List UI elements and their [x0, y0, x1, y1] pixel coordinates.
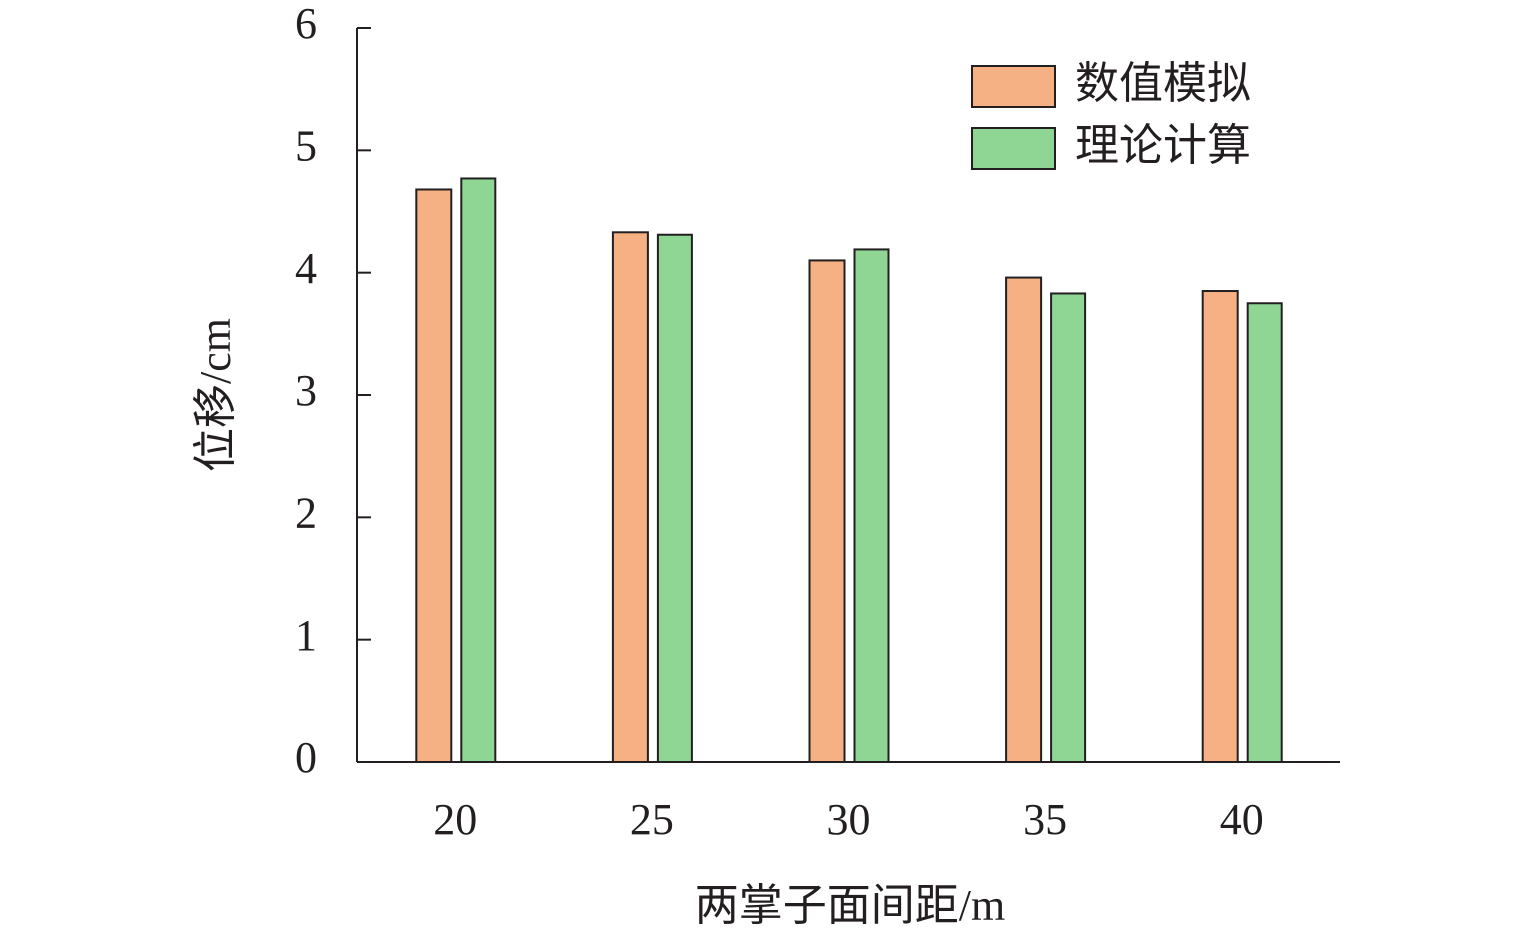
y-tick-label: 1	[295, 611, 317, 660]
bar	[808, 259, 846, 763]
y-tick-label: 3	[295, 366, 317, 415]
x-tick-label: 40	[1220, 795, 1264, 844]
y-axis-title: 位移/cm	[191, 318, 240, 472]
bar	[656, 233, 693, 763]
y-tick-label: 2	[295, 488, 317, 537]
bar	[1005, 276, 1043, 763]
bar	[1246, 302, 1283, 763]
legend-label: 理论计算	[1075, 121, 1251, 170]
y-tick-label: 5	[295, 121, 317, 170]
legend-swatch	[971, 127, 1056, 170]
x-tick-label: 25	[630, 795, 674, 844]
x-tick-label: 35	[1023, 795, 1067, 844]
bar	[853, 248, 890, 763]
y-tick-label: 0	[295, 733, 317, 782]
bar	[1201, 290, 1239, 763]
legend-swatch	[971, 65, 1056, 108]
y-tick-label: 6	[295, 0, 317, 48]
bar	[415, 188, 453, 764]
x-tick-label: 20	[433, 795, 477, 844]
bar	[611, 231, 649, 763]
legend-label: 数值模拟	[1075, 59, 1251, 108]
bar	[460, 177, 497, 764]
x-tick-label: 30	[827, 795, 871, 844]
y-tick-label: 4	[295, 244, 317, 293]
bar	[1050, 292, 1087, 763]
x-axis-title: 两掌子面间距/m	[695, 881, 1005, 930]
